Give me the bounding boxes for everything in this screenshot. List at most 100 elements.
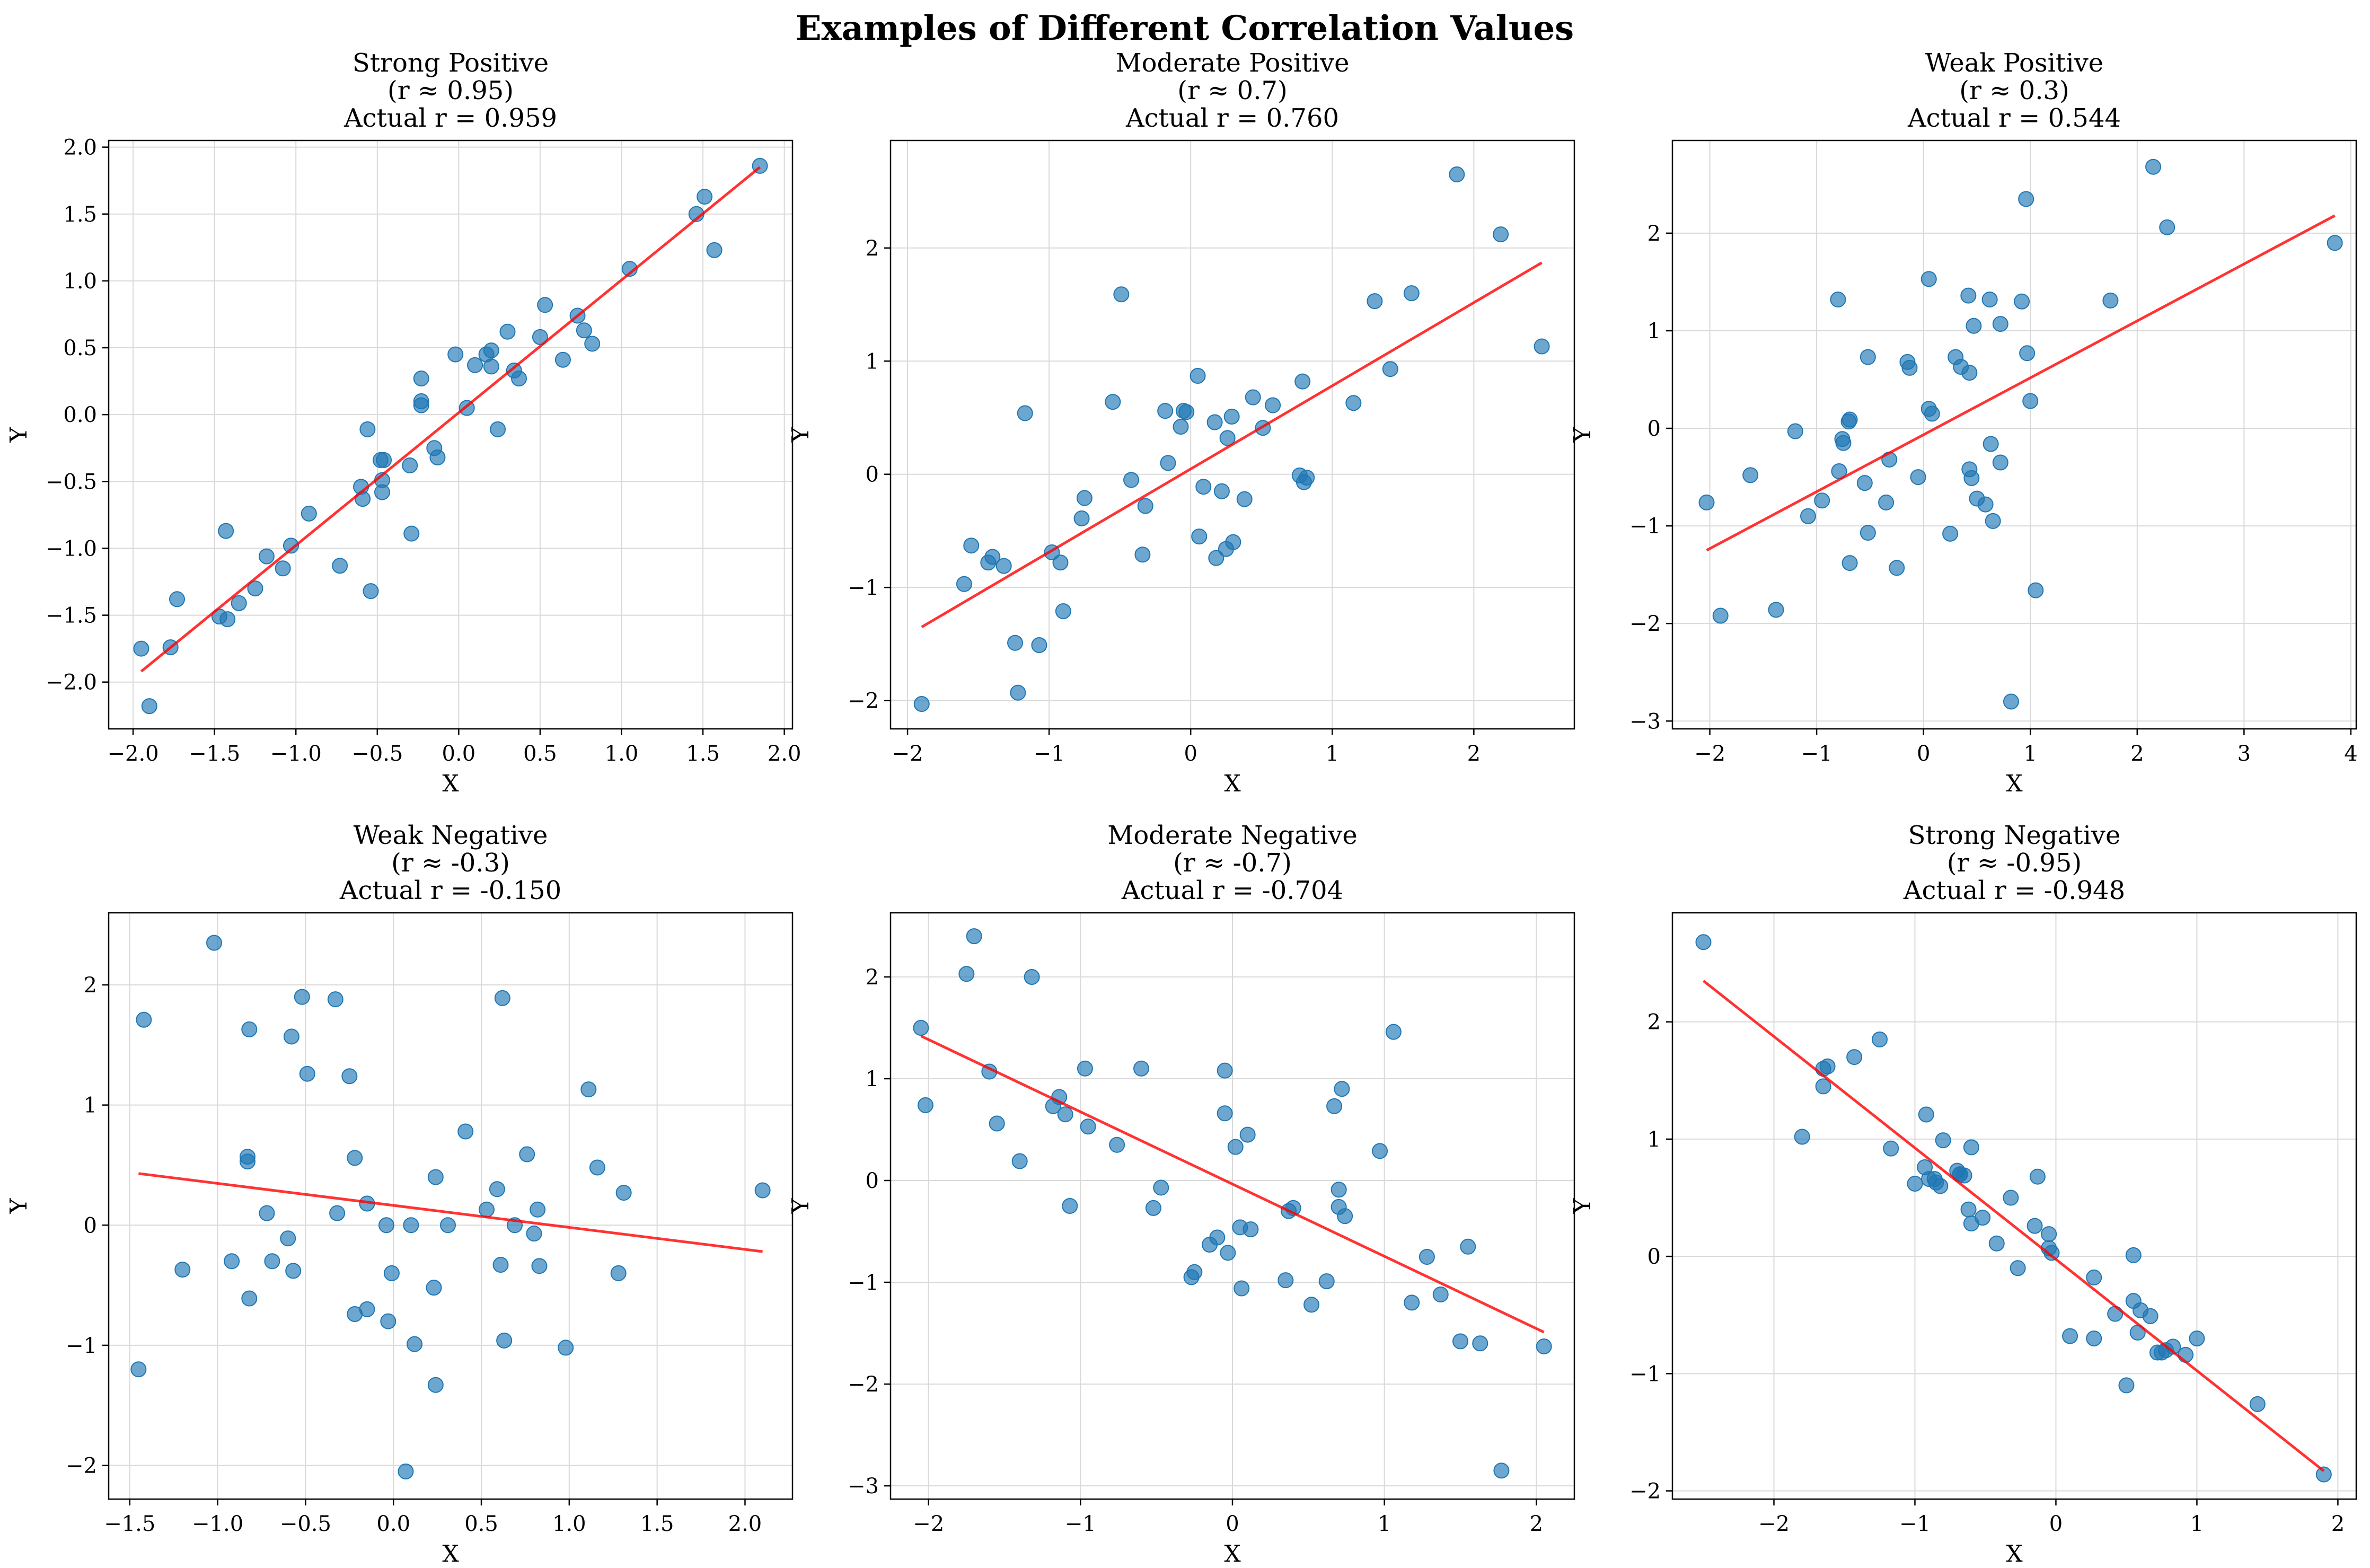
scatter-point: [407, 1336, 423, 1352]
y-tick-label: −0.5: [46, 470, 97, 494]
scatter-point: [958, 966, 975, 982]
scatter-point: [1134, 547, 1151, 563]
scatter-point: [280, 1230, 296, 1247]
subplot-2: Moderate Positive(r ≈ 0.7)Actual r = 0.7…: [787, 48, 1575, 797]
scatter-point: [1712, 607, 1729, 624]
x-tick-label: 0.5: [523, 742, 557, 766]
scatter-point: [1318, 1273, 1335, 1290]
scatter-point: [1932, 1178, 1949, 1194]
scatter-point: [2018, 191, 2034, 207]
y-tick-label: 1: [866, 349, 879, 374]
scatter-point: [1073, 510, 1090, 526]
scatter-point: [2029, 1168, 2046, 1185]
y-tick-label: 1: [1647, 319, 1661, 343]
x-tick-label: −1.0: [270, 742, 322, 766]
scatter-point: [141, 698, 157, 715]
scatter-point: [489, 1181, 505, 1197]
scatter-point: [2003, 693, 2019, 710]
y-tick-label: 1: [84, 1094, 97, 1118]
y-tick-label: 1.5: [63, 202, 97, 227]
x-tick-label: 0.5: [464, 1512, 498, 1536]
scatter-point: [1225, 534, 1241, 550]
scatter-point: [403, 525, 420, 542]
x-tick-label: −0.5: [351, 742, 403, 766]
scatter-point: [1988, 1235, 2005, 1252]
x-tick-label: 3: [2237, 742, 2251, 766]
scatter-point: [1345, 395, 1362, 411]
y-tick-label: 2.0: [63, 136, 97, 160]
subplot-title-line: (r ≈ 0.7): [1177, 76, 1287, 105]
y-tick-label: −1: [848, 1271, 879, 1295]
scatter-point: [1819, 1058, 1836, 1074]
figure-suptitle: Examples of Different Correlation Values: [796, 8, 1574, 48]
scatter-point: [478, 1201, 495, 1218]
scatter-point: [259, 1205, 275, 1221]
x-axis-label: X: [1224, 770, 1241, 797]
scatter-point: [1209, 1229, 1226, 1246]
scatter-point: [2086, 1269, 2102, 1285]
scatter-point: [427, 1169, 444, 1185]
scatter-point: [1133, 1060, 1149, 1077]
scatter-point: [374, 484, 390, 500]
scatter-point: [697, 188, 713, 205]
scatter-point: [2014, 293, 2030, 310]
y-tick-label: 2: [1647, 1010, 1661, 1035]
scatter-point: [1472, 1335, 1488, 1352]
subplot-title-line: Actual r = 0.544: [1907, 103, 2121, 133]
y-tick-label: −1: [848, 576, 879, 600]
scatter-point: [1173, 419, 1189, 435]
scatter-point: [2142, 1308, 2158, 1324]
scatter-point: [398, 1463, 414, 1479]
subplot-6: Strong Negative(r ≈ -0.95)Actual r = -0.…: [1569, 821, 2357, 1567]
y-tick-label: 0.5: [63, 336, 97, 360]
subplot-title-line: Weak Negative: [354, 821, 548, 850]
scatter-point: [1227, 1139, 1244, 1155]
scatter-point: [247, 580, 263, 597]
y-tick-label: −1.5: [46, 604, 97, 628]
scatter-point: [206, 935, 222, 951]
regression-line: [140, 166, 761, 673]
scatter-point: [2019, 345, 2036, 362]
scatter-point: [1742, 467, 1759, 483]
scatter-point: [511, 371, 527, 387]
scatter-point: [2062, 1328, 2078, 1344]
x-tick-label: −2.0: [108, 742, 159, 766]
scatter-point: [1031, 637, 1047, 654]
scatter-point: [1830, 292, 1846, 308]
scatter-point: [2003, 1190, 2019, 1206]
regression-line: [138, 1172, 763, 1253]
scatter-point: [1080, 1118, 1096, 1135]
scatter-point: [1536, 1338, 1552, 1354]
x-tick-label: 1: [1378, 1512, 1391, 1536]
x-tick-label: 0: [1184, 742, 1197, 766]
scatter-point: [1961, 365, 1978, 381]
subplot-title-line: (r ≈ 0.95): [387, 76, 514, 105]
scatter-point: [1860, 349, 1876, 365]
scatter-point: [1493, 1463, 1510, 1479]
scatter-point: [2086, 1330, 2102, 1346]
subplot-title-line: Actual r = 0.959: [343, 103, 557, 133]
subplot-5: Moderate Negative(r ≈ -0.7)Actual r = -0…: [787, 821, 1575, 1567]
x-tick-label: 1: [1326, 742, 1339, 766]
scatter-point: [403, 1217, 419, 1234]
scatter-point: [1153, 1179, 1169, 1196]
scatter-point: [241, 1021, 258, 1037]
scatter-point: [966, 928, 982, 945]
scatter-point: [1907, 1175, 1923, 1192]
scatter-point: [1985, 513, 2001, 529]
scatter-point: [1057, 1106, 1073, 1123]
scatter-point: [1337, 1208, 1353, 1225]
scatter-point: [1109, 1137, 1125, 1153]
scatter-point: [1239, 1126, 1256, 1143]
scatter-point: [483, 342, 499, 359]
y-tick-label: −3: [1629, 709, 1661, 734]
subplot-title-line: Weak Positive: [1925, 48, 2103, 78]
scatter-point: [258, 548, 275, 565]
scatter-point: [429, 449, 446, 465]
x-tick-label: −2: [1758, 1512, 1790, 1536]
scatter-point: [490, 421, 506, 437]
x-tick-label: −2: [892, 742, 923, 766]
scatter-point: [1403, 285, 1420, 302]
subplot-title-line: Strong Negative: [1908, 821, 2121, 850]
